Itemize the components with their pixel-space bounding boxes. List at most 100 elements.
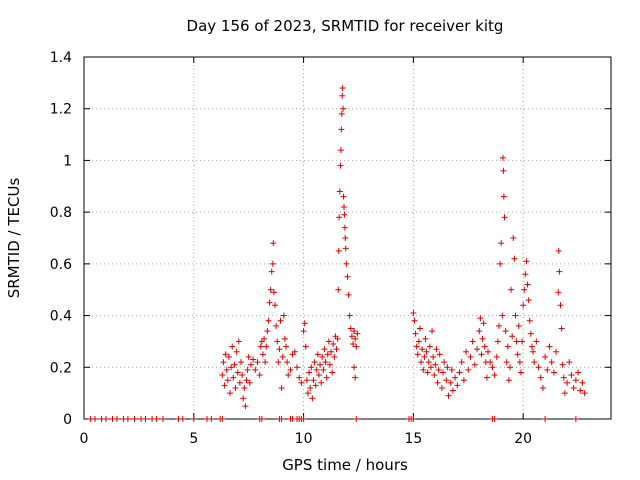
- data-point: [280, 312, 287, 319]
- data-point: [317, 361, 324, 368]
- data-point: [435, 366, 442, 373]
- data-point: [219, 372, 226, 379]
- data-point: [499, 154, 506, 161]
- data-point: [513, 338, 520, 345]
- data-point: [553, 348, 560, 355]
- data-point: [467, 353, 474, 360]
- data-point: [262, 359, 269, 366]
- data-point: [208, 416, 215, 422]
- data-point: [341, 224, 348, 231]
- data-point: [318, 379, 325, 386]
- data-point: [279, 353, 286, 360]
- data-point: [124, 416, 131, 422]
- x-tick-label: 5: [189, 431, 198, 447]
- data-point: [424, 369, 431, 376]
- data-point: [283, 343, 290, 350]
- data-point: [474, 346, 481, 353]
- x-tick-label: 15: [404, 431, 422, 447]
- data-point: [256, 372, 263, 379]
- data-point: [340, 203, 347, 210]
- data-point: [91, 416, 98, 422]
- data-point: [337, 162, 344, 169]
- data-point: [427, 364, 434, 371]
- data-point: [448, 366, 455, 373]
- data-point: [485, 348, 492, 355]
- data-point: [426, 343, 433, 350]
- data-point: [340, 193, 347, 200]
- data-point: [410, 309, 417, 316]
- data-point: [544, 366, 551, 373]
- data-point: [504, 343, 511, 350]
- data-point: [344, 273, 351, 280]
- data-point: [520, 302, 527, 309]
- data-point: [441, 359, 448, 366]
- y-tick-label: 1.2: [50, 102, 72, 118]
- data-point: [577, 387, 584, 394]
- data-point: [436, 351, 443, 358]
- data-point: [102, 416, 109, 422]
- data-point: [270, 240, 277, 247]
- data-point: [465, 366, 472, 373]
- plot-frame: [83, 56, 612, 420]
- data-point: [564, 379, 571, 386]
- data-point: [270, 289, 277, 296]
- data-point: [153, 416, 160, 422]
- data-point: [254, 359, 261, 366]
- data-point: [284, 359, 291, 366]
- data-point: [227, 390, 234, 397]
- data-point: [491, 416, 498, 422]
- data-point: [312, 382, 319, 389]
- data-point: [433, 346, 440, 353]
- data-point: [296, 374, 303, 381]
- data-point: [241, 384, 248, 391]
- data-point: [568, 372, 575, 379]
- y-tick-label: 0.8: [50, 205, 72, 221]
- data-point: [511, 255, 518, 262]
- data-point: [337, 147, 344, 154]
- data-point: [223, 366, 230, 373]
- data-point: [478, 351, 485, 358]
- data-point: [234, 369, 241, 376]
- data-point: [259, 351, 266, 358]
- data-point: [460, 377, 467, 384]
- data-point: [456, 369, 463, 376]
- data-point: [220, 359, 227, 366]
- data-point: [302, 343, 309, 350]
- data-point: [267, 286, 274, 293]
- data-point: [445, 392, 452, 399]
- data-point: [240, 395, 247, 402]
- data-point: [559, 361, 566, 368]
- data-point: [278, 416, 285, 422]
- data-point: [351, 328, 358, 335]
- data-point: [572, 377, 579, 384]
- data-point: [236, 379, 243, 386]
- y-tick-label: 0.2: [50, 360, 72, 376]
- data-point: [521, 286, 528, 293]
- data-point: [315, 372, 322, 379]
- data-point: [258, 416, 265, 422]
- data-point: [503, 359, 510, 366]
- y-tick-label: 1: [63, 153, 72, 169]
- data-point: [221, 382, 228, 389]
- data-point: [352, 335, 359, 342]
- data-point: [336, 188, 343, 195]
- data-point: [324, 351, 331, 358]
- data-point: [245, 353, 252, 360]
- x-tick-label: 10: [295, 431, 313, 447]
- data-point: [340, 105, 347, 112]
- data-point: [581, 390, 588, 397]
- data-point: [342, 235, 349, 241]
- data-point: [322, 359, 329, 366]
- y-tick-label: 1.4: [50, 50, 72, 66]
- data-point: [438, 384, 445, 391]
- data-point: [509, 333, 516, 340]
- data-point: [298, 379, 305, 386]
- data-point: [526, 317, 533, 324]
- data-point: [274, 338, 281, 345]
- data-point: [506, 364, 513, 371]
- data-point: [560, 374, 567, 381]
- data-point: [469, 338, 476, 345]
- y-tick-label: 0: [63, 412, 72, 428]
- data-point: [449, 387, 456, 394]
